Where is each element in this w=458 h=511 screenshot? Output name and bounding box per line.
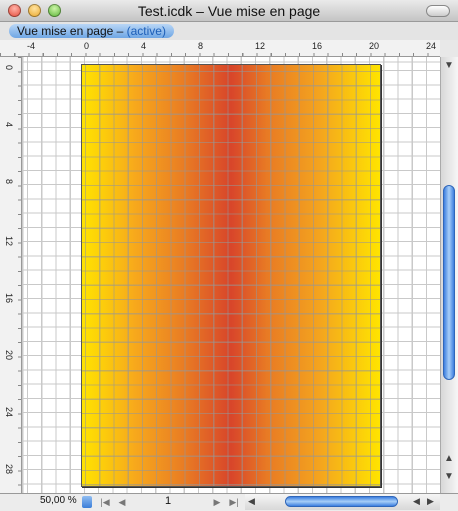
ruler-label: 12 <box>4 236 14 247</box>
view-tab[interactable]: Vue mise en page – (active) <box>9 24 174 38</box>
view-name: Vue mise en page – <box>17 24 124 38</box>
ruler-label: 28 <box>4 464 14 475</box>
ruler-label: 16 <box>312 41 323 51</box>
zoom-button[interactable] <box>48 4 61 17</box>
ruler-label: 24 <box>4 407 14 418</box>
close-button[interactable] <box>8 4 21 17</box>
view-state: (active) <box>126 24 166 38</box>
horizontal-scroll-thumb[interactable] <box>285 496 398 507</box>
ruler-label: 4 <box>141 41 147 51</box>
page-sheet <box>81 64 381 487</box>
ruler-label: 8 <box>4 179 14 185</box>
page-number[interactable]: 1 <box>165 495 172 507</box>
ruler-label: 12 <box>255 41 266 51</box>
scroll-up-arrow[interactable]: ▼ <box>444 60 454 71</box>
ruler-label: 0 <box>84 41 90 51</box>
scroll-left-arrow[interactable]: ◀ <box>413 496 420 506</box>
scroll-down-arrow[interactable]: ▼ <box>444 471 454 482</box>
scroll-left-arrow[interactable]: ◀ <box>248 496 255 506</box>
ruler-label: 4 <box>4 122 14 128</box>
ruler-label: 0 <box>4 65 14 71</box>
last-page-button[interactable]: ▶| <box>229 497 239 507</box>
ruler-label: 20 <box>4 350 14 361</box>
previous-page-button[interactable]: ◀ <box>118 497 126 507</box>
toolbar-toggle[interactable] <box>426 5 450 17</box>
ruler-label: 20 <box>369 41 380 51</box>
top-ruler: -4 0 4 8 12 16 20 24 <box>0 40 440 57</box>
zoom-menu-button[interactable] <box>82 496 92 508</box>
scroll-right-arrow[interactable]: ▶ <box>427 496 434 506</box>
ruler-label: 24 <box>426 41 437 51</box>
first-page-button[interactable]: |◀ <box>100 497 110 507</box>
zoom-field[interactable]: 50,00 % <box>40 495 77 506</box>
canvas[interactable] <box>22 57 440 493</box>
left-ruler: 0 4 8 12 16 20 24 28 <box>0 57 22 493</box>
next-page-button[interactable]: ▶ <box>213 497 221 507</box>
ruler-label: 16 <box>4 293 14 304</box>
ruler-label: -4 <box>27 41 36 51</box>
minimize-button[interactable] <box>28 4 41 17</box>
ruler-label: 8 <box>198 41 204 51</box>
window-title: Test.icdk – Vue mise en page <box>137 3 321 19</box>
vertical-scroll-thumb[interactable] <box>443 185 455 380</box>
title-bar <box>0 0 458 22</box>
scroll-up-arrow[interactable]: ▲ <box>444 453 454 464</box>
